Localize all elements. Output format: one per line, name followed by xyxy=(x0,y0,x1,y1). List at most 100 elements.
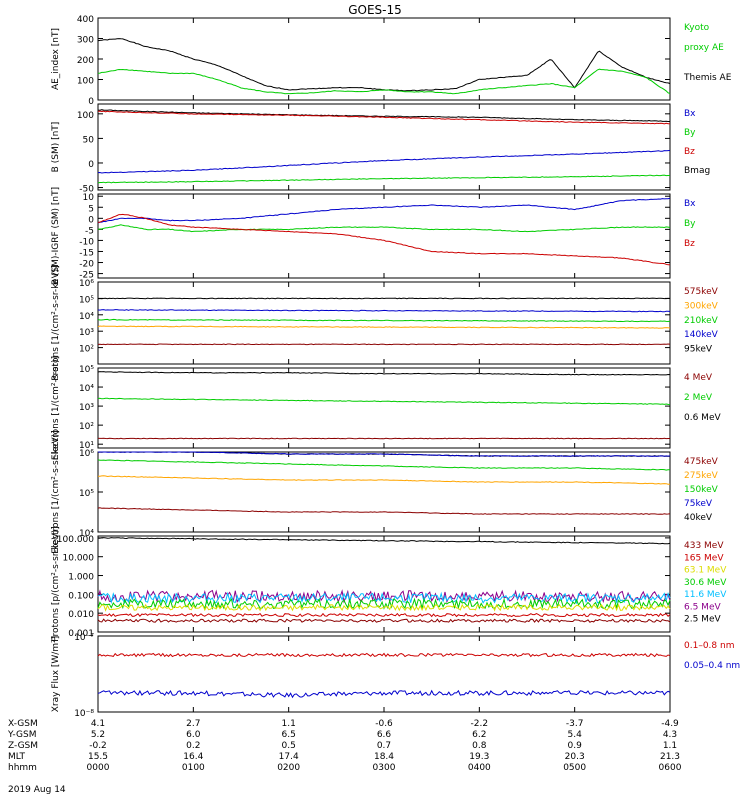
legend-label: Bx xyxy=(684,199,696,209)
series-line xyxy=(97,537,671,545)
legend-label: Bmag xyxy=(684,166,710,176)
y-tick-label: 10² xyxy=(79,422,94,432)
y-tick-label: 10⁶ xyxy=(79,449,94,459)
y-axis-label: B (SM)-IGRF (SM) [nT] xyxy=(51,187,61,285)
legend-label: By xyxy=(684,128,696,138)
y-tick-label: 10⁵ xyxy=(79,365,94,375)
ephem-value: 15.5 xyxy=(88,752,108,762)
panel-1: 0 100 200 300 400 AE_index [nT] Kyoto proxy AE T… xyxy=(51,15,732,107)
legend-label: Themis AE xyxy=(683,73,732,83)
ephem-value: 0000 xyxy=(87,763,110,773)
ephem-value: 20.3 xyxy=(565,752,585,762)
series-line xyxy=(97,109,670,122)
y-tick-label: 100.000 xyxy=(57,535,94,545)
legend-label: 475keV xyxy=(684,457,719,467)
legend-label: 30.6 MeV xyxy=(684,578,727,588)
date-label: 2019 Aug 14 xyxy=(8,785,66,795)
ephem-value: 0500 xyxy=(563,763,586,773)
legend-label: Bz xyxy=(684,147,695,157)
y-tick-label: 0 xyxy=(88,215,94,225)
y-tick-label: 10⁵ xyxy=(79,295,94,305)
y-axis-label: Electrons [1/(cm²-s-sr)] xyxy=(51,356,61,460)
panel-5: 10¹ 10² 10³ 10⁴ 10⁵ Electrons [1/(cm²-s-sr)] 4… xyxy=(51,356,721,460)
ephem-row-label: hhmm xyxy=(8,763,37,773)
legend-label: 275keV xyxy=(684,471,719,481)
series-line xyxy=(97,397,671,405)
y-tick-label: -5 xyxy=(85,226,94,236)
panel-7: 0.001 0.010 0.100 1.000 10.000 100.000Protons… xyxy=(51,526,727,642)
ephem-row-label: Z-GSM xyxy=(8,741,38,751)
y-tick-label: 10⁴ xyxy=(79,384,94,394)
legend-label: 433 MeV xyxy=(684,541,724,551)
ephem-value: 1.1 xyxy=(282,719,296,729)
panel-2: -50 0 50 100 B (SM) [nT] Bx By Bz Bmag xyxy=(51,103,710,195)
series-line xyxy=(97,309,671,313)
ephem-row-label: MLT xyxy=(8,752,26,762)
series-line xyxy=(97,597,671,610)
y-tick-label: 10⁻⁸ xyxy=(74,709,94,719)
y-tick-label: 0.010 xyxy=(68,610,94,620)
y-tick-label: 50 xyxy=(83,135,95,145)
series-line xyxy=(97,38,671,92)
legend-label: 0.1–0.8 nm xyxy=(684,641,734,651)
ephem-value: -3.7 xyxy=(566,719,584,729)
series-line xyxy=(97,603,671,612)
legend-label: 210keV xyxy=(684,316,719,326)
ephem-value: 0.9 xyxy=(568,741,583,751)
y-tick-label: 0.001 xyxy=(68,629,94,639)
y-tick-label: 10.000 xyxy=(63,554,95,564)
panel-6: 10⁴ 10⁵ 10⁶ Electrons [1/(cm²-s-sr-keV)] 475… xyxy=(51,430,719,553)
series-line xyxy=(98,475,671,485)
legend-label: 0.6 MeV xyxy=(684,413,721,423)
ephem-value: 0100 xyxy=(182,763,205,773)
y-tick-label: 1.000 xyxy=(68,573,94,583)
ephem-value: 0.2 xyxy=(186,741,200,751)
y-tick-label: 10³ xyxy=(79,403,94,413)
ephem-value: 4.1 xyxy=(91,719,105,729)
series-line xyxy=(97,343,671,346)
panel-frame xyxy=(97,367,671,449)
legend-label: Bx xyxy=(684,109,696,119)
y-tick-label: 10¹ xyxy=(79,441,94,451)
legend-label: 11.6 MeV xyxy=(684,590,727,600)
series-line xyxy=(97,325,671,329)
legend-label: 95keV xyxy=(684,345,713,355)
legend-label: 6.5 MeV xyxy=(684,602,721,612)
y-tick-label: 10⁶ xyxy=(79,279,94,289)
y-tick-label: -20 xyxy=(79,260,94,270)
series-line xyxy=(97,318,671,323)
y-tick-label: 0 xyxy=(88,97,94,107)
y-tick-label: 10⁴ xyxy=(79,529,94,539)
legend-label: 150keV xyxy=(684,485,719,495)
y-tick-label: 10⁻⁷ xyxy=(74,633,94,643)
series-line xyxy=(97,507,671,515)
series-line xyxy=(97,371,671,376)
series-line xyxy=(97,612,671,618)
legend-label: 75keV xyxy=(684,499,713,509)
ephem-value: 6.5 xyxy=(282,730,296,740)
ephem-value: -0.6 xyxy=(375,719,393,729)
series-line xyxy=(97,618,671,623)
y-tick-label: 0 xyxy=(88,160,94,170)
series-line xyxy=(97,437,670,440)
ephem-value: 6.6 xyxy=(377,730,392,740)
y-tick-label: 0.100 xyxy=(68,591,94,601)
y-axis-label: AE_index [nT] xyxy=(51,28,61,90)
ephem-value: -0.2 xyxy=(89,741,107,751)
legend-label: Kyoto xyxy=(684,23,710,33)
y-axis-label: Electrons [1/(cm²-s-sr-keV)] xyxy=(51,430,61,553)
panel-4: 10² 10³ 10⁴ 10⁵ 10⁶ Protons [1/(cm²-s-sr-keV)… xyxy=(51,265,719,381)
legend-label: 63.1 MeV xyxy=(684,566,727,576)
ephem-value: 0200 xyxy=(277,763,300,773)
ephem-value: 5.2 xyxy=(91,730,105,740)
y-tick-label: 10³ xyxy=(79,328,94,338)
y-axis-label: Protons [p/(cm²-s-sr-keV)] xyxy=(51,526,61,642)
legend-label: 0.05–0.4 nm xyxy=(684,661,740,671)
ephem-value: 0300 xyxy=(373,763,396,773)
series-line xyxy=(97,297,671,300)
panel-8: 10⁻⁸ 10⁻⁷ Xray Flux [W/m²] 0.1–0.8 nm 0.05–0… xyxy=(51,633,740,719)
y-tick-label: 10 xyxy=(83,193,95,203)
series-line xyxy=(97,149,671,174)
legend-label: 165 MeV xyxy=(684,553,724,563)
